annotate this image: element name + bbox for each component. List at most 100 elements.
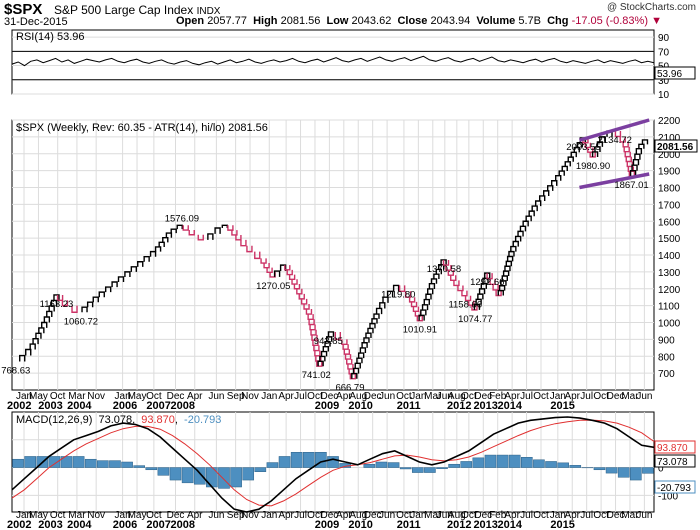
- renko-box: [504, 265, 511, 272]
- year-label: 2004: [67, 400, 92, 412]
- renko-box: [263, 263, 270, 269]
- ohlc-summary: Open 2057.77 High 2081.56 Low 2043.62 Cl…: [176, 15, 662, 27]
- renko-box: [591, 151, 599, 157]
- month-label: Mar: [621, 391, 639, 402]
- trend-channel-line: [578, 118, 650, 142]
- renko-box: [386, 290, 394, 298]
- renko-box: [555, 174, 562, 181]
- month-label: Oct: [396, 510, 412, 521]
- renko-box: [346, 359, 353, 365]
- macd-histogram-bar: [157, 467, 170, 476]
- renko-box: [363, 337, 370, 343]
- macd-histogram-bar: [290, 452, 303, 468]
- price-tick-label: 1700: [658, 200, 681, 211]
- month-label: Dec: [364, 391, 382, 402]
- renko-box: [320, 350, 328, 357]
- month-label: Nov: [87, 391, 105, 402]
- renko-box: [502, 270, 510, 276]
- month-label: Dec: [607, 391, 625, 402]
- renko-box: [410, 301, 418, 308]
- month-label: Jan: [261, 391, 277, 402]
- price-tick-label: 1200: [658, 285, 681, 296]
- month-label: Oct: [146, 510, 162, 521]
- renko-box: [392, 284, 400, 292]
- quote-date: 31-Dec-2015: [4, 16, 68, 28]
- renko-box: [327, 331, 335, 337]
- month-label: Jul: [294, 510, 307, 521]
- year-label: 2003: [38, 400, 62, 412]
- renko-box: [624, 151, 631, 158]
- renko-box: [475, 298, 482, 305]
- month-label: Jul: [294, 391, 307, 402]
- renko-box: [482, 277, 489, 284]
- renko-box: [471, 305, 478, 311]
- year-label: 2011: [397, 519, 421, 530]
- renko-box: [356, 357, 363, 364]
- month-label: Sep: [227, 391, 245, 402]
- month-label: Jul: [520, 510, 533, 521]
- renko-box: [46, 310, 53, 317]
- renko-box: [371, 318, 378, 324]
- renko-box: [149, 250, 157, 257]
- month-label: Jan: [16, 391, 32, 402]
- month-label: May: [29, 510, 48, 521]
- renko-box: [117, 276, 125, 282]
- renko-box: [635, 147, 643, 155]
- year-label: 2014: [497, 519, 522, 530]
- month-label: Jan: [16, 510, 32, 521]
- renko-box: [599, 136, 606, 142]
- renko-box: [326, 336, 333, 342]
- renko-box: [510, 245, 517, 252]
- macd-histogram-bar: [193, 467, 206, 485]
- renko-box: [418, 314, 425, 321]
- month-label: Oct: [307, 391, 323, 402]
- month-label: Oct: [593, 510, 609, 521]
- price-tick-label: 2100: [658, 133, 681, 144]
- renko-box: [634, 153, 641, 160]
- renko-box: [576, 142, 583, 148]
- renko-box: [631, 164, 638, 171]
- renko-box: [313, 345, 320, 352]
- renko-box: [641, 139, 649, 145]
- macd-histogram-bar: [508, 454, 521, 468]
- macd-histogram-bar: [266, 462, 279, 468]
- month-label: Jun: [379, 391, 395, 402]
- month-label: Dec: [474, 510, 492, 521]
- chart-header: $SPX S&P 500 Large Cap Index INDX 31-Dec…: [0, 0, 700, 28]
- renko-box: [351, 372, 358, 379]
- price-annotation: 741.02: [302, 370, 331, 381]
- price-legend: $SPX (Weekly, Rev: 60.35 - ATR(14), hi/l…: [16, 122, 268, 134]
- rsi-last-value: 53.96: [657, 69, 682, 80]
- macd-histogram-bar: [375, 461, 388, 468]
- renko-box: [254, 251, 261, 260]
- renko-box: [461, 290, 468, 297]
- renko-box: [207, 233, 214, 240]
- renko-box: [354, 362, 361, 369]
- month-label: Nov: [87, 510, 105, 521]
- renko-box: [625, 156, 632, 163]
- macd-histogram-bar: [496, 454, 509, 468]
- renko-box: [473, 303, 481, 310]
- renko-box: [170, 228, 177, 234]
- renko-box: [352, 367, 360, 374]
- renko-box: [435, 268, 442, 275]
- renko-box: [584, 142, 592, 149]
- price-annotation: 1292.66: [470, 277, 504, 288]
- renko-box: [492, 284, 499, 291]
- month-label: Apr: [336, 510, 352, 521]
- price-tick-label: 800: [658, 352, 675, 363]
- renko-box: [412, 306, 420, 312]
- month-label: Oct: [461, 510, 477, 521]
- renko-box: [176, 224, 183, 230]
- month-label: Dec: [607, 510, 625, 521]
- month-label: Apr: [336, 391, 352, 402]
- macd-histogram-bar: [181, 467, 194, 484]
- price-annotation: 1074.77: [458, 314, 492, 325]
- month-label: Oct: [146, 391, 162, 402]
- year-label: 2013: [473, 400, 497, 412]
- renko-box: [468, 300, 475, 306]
- renko-box: [349, 373, 357, 380]
- renko-box: [375, 307, 383, 315]
- renko-box: [311, 334, 318, 341]
- renko-box: [421, 304, 429, 311]
